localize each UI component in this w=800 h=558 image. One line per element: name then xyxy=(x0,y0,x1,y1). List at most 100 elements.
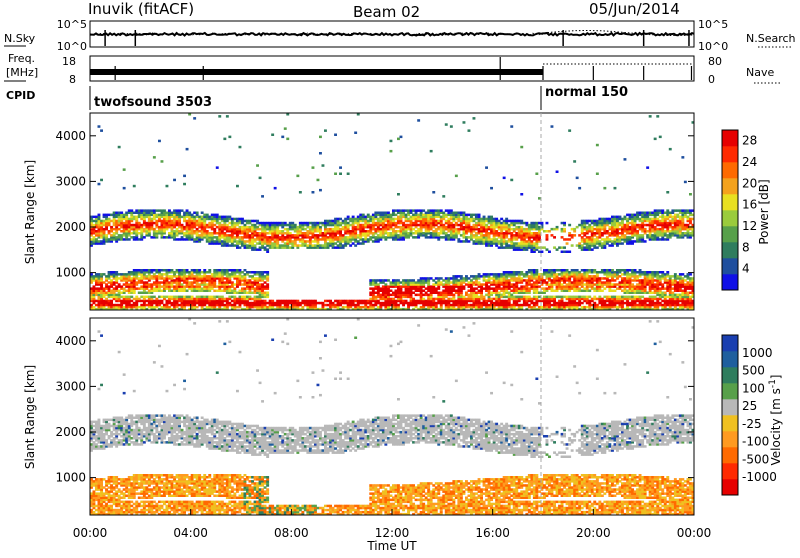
power-cell xyxy=(145,209,148,212)
power-cell xyxy=(478,281,481,284)
power-cell xyxy=(578,187,581,190)
nave-tick-high: 80 xyxy=(708,55,722,68)
power-cell xyxy=(208,222,211,225)
power-cell xyxy=(140,300,143,303)
power-cell xyxy=(233,287,236,290)
power-cell xyxy=(324,304,327,307)
power-cell xyxy=(324,300,327,303)
power-cell xyxy=(392,228,395,231)
power-cell xyxy=(530,269,533,272)
power-cell xyxy=(586,296,589,299)
power-cell xyxy=(221,216,224,219)
power-cell xyxy=(468,240,471,243)
power-cell xyxy=(193,275,196,278)
power-cell xyxy=(435,298,438,301)
power-cell xyxy=(153,306,156,309)
power-cell xyxy=(573,269,576,272)
power-cell xyxy=(538,273,541,276)
power-cell xyxy=(327,300,330,303)
power-cell xyxy=(342,300,345,303)
power-cell xyxy=(384,279,387,282)
power-cell xyxy=(286,228,289,231)
power-cell xyxy=(150,296,153,299)
power-cell xyxy=(118,277,121,280)
power-cell xyxy=(566,242,569,245)
power-cell xyxy=(344,300,347,303)
power-cell xyxy=(213,228,216,231)
power-cell xyxy=(498,240,501,243)
power-cell xyxy=(251,281,254,284)
power-cell xyxy=(196,269,199,272)
power-cell xyxy=(140,285,143,288)
power-cell xyxy=(395,290,398,293)
freq-unit-label: [MHz] xyxy=(6,66,38,79)
power-cell xyxy=(269,236,272,239)
power-cell xyxy=(520,146,523,149)
power-cell xyxy=(535,269,538,272)
power-cell xyxy=(551,296,554,299)
power-cell xyxy=(123,222,126,225)
power-cell xyxy=(546,222,549,225)
power-cell xyxy=(158,281,161,284)
power-cell xyxy=(538,285,541,288)
power-cell xyxy=(168,269,171,272)
power-cell xyxy=(259,271,262,274)
power-cell xyxy=(115,271,118,274)
power-cell xyxy=(498,246,501,249)
power-cell xyxy=(168,306,171,309)
power-cell xyxy=(339,222,342,225)
power-cell xyxy=(513,271,516,274)
power-cell xyxy=(140,304,143,307)
power-cell xyxy=(301,306,304,309)
power-cell xyxy=(417,119,420,122)
power-cell xyxy=(563,285,566,288)
power-cell xyxy=(568,232,571,235)
power-cell xyxy=(553,246,556,249)
power-cell xyxy=(289,232,292,235)
power-cell xyxy=(239,146,242,149)
power-cell xyxy=(417,279,420,282)
power-cell xyxy=(342,234,345,237)
power-cell xyxy=(186,148,189,151)
power-cell xyxy=(359,214,362,217)
power-cell xyxy=(249,296,252,299)
power-cell xyxy=(465,236,468,239)
power-cell xyxy=(228,234,231,237)
power-cell xyxy=(473,234,476,237)
power-cell xyxy=(518,242,521,245)
power-cell xyxy=(556,171,559,174)
cpid-segment-twofsound: twofsound 3503 xyxy=(94,95,212,110)
power-cell xyxy=(432,283,435,286)
power-cell xyxy=(369,287,372,290)
power-cell xyxy=(266,292,269,295)
power-cell xyxy=(395,214,398,217)
power-cell xyxy=(402,222,405,225)
power-cell xyxy=(460,218,463,221)
power-cell xyxy=(603,187,606,190)
power-cell xyxy=(430,209,433,212)
power-cell xyxy=(123,168,126,171)
power-cell xyxy=(445,226,448,229)
power-cell xyxy=(510,220,513,223)
power-cell xyxy=(603,269,606,272)
power-cell xyxy=(100,220,103,223)
power-cell xyxy=(249,234,252,237)
power-cell xyxy=(563,302,566,305)
power-cell xyxy=(440,236,443,239)
power-cell xyxy=(93,220,96,223)
power-cell xyxy=(596,236,599,239)
power-cell xyxy=(264,285,267,288)
power-cell xyxy=(420,277,423,280)
power-cell xyxy=(246,226,249,229)
power-cell xyxy=(470,214,473,217)
power-cell xyxy=(513,296,516,299)
power-cell xyxy=(155,269,158,272)
power-cell xyxy=(347,300,350,303)
power-cell xyxy=(201,275,204,278)
power-cell xyxy=(98,273,101,276)
power-cell xyxy=(206,214,209,217)
beam-title: Beam 02 xyxy=(353,3,420,21)
power-cell xyxy=(397,193,400,196)
power-cell xyxy=(528,287,531,290)
power-cell xyxy=(596,298,599,301)
